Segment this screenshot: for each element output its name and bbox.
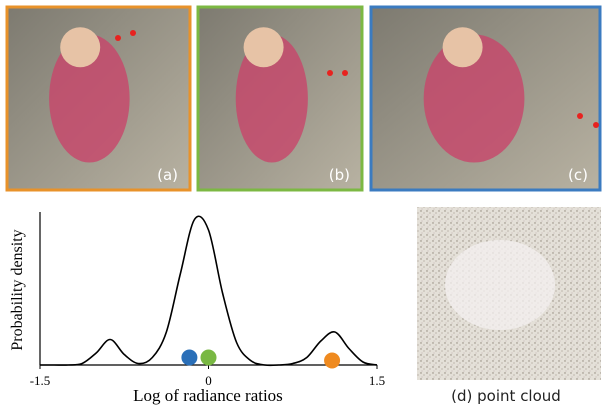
red-dot [342,70,348,76]
red-dot [577,113,583,119]
photo-panels: (a) (b) (c) [7,7,600,190]
doll-head [443,27,483,67]
red-dot [115,35,121,41]
density-curve [40,216,377,365]
x-axis-label: Log of radiance ratios [133,386,283,405]
x-tick-label: -1.5 [30,373,51,388]
marker [201,350,217,366]
doll-head [244,27,284,67]
panel-label: (c) [568,166,588,184]
y-axis-label: Probability density [9,229,26,350]
figure: (a) (b) (c) (d) point cloud Probability de… [0,0,606,410]
red-dot [327,70,333,76]
marker [181,350,197,366]
panel-label: (a) [157,166,178,184]
x-tick-label: 1.5 [369,373,385,388]
point-cloud: (d) point cloud [417,207,601,405]
caption: (d) point cloud [451,387,561,405]
panel-label: (b) [329,166,350,184]
red-dot [593,122,599,128]
x-tick-label: 0 [205,373,212,388]
doll-head [60,27,100,67]
red-dot [130,30,136,36]
marker [324,353,340,369]
chart: Probability density Log of radiance rati… [9,212,385,405]
